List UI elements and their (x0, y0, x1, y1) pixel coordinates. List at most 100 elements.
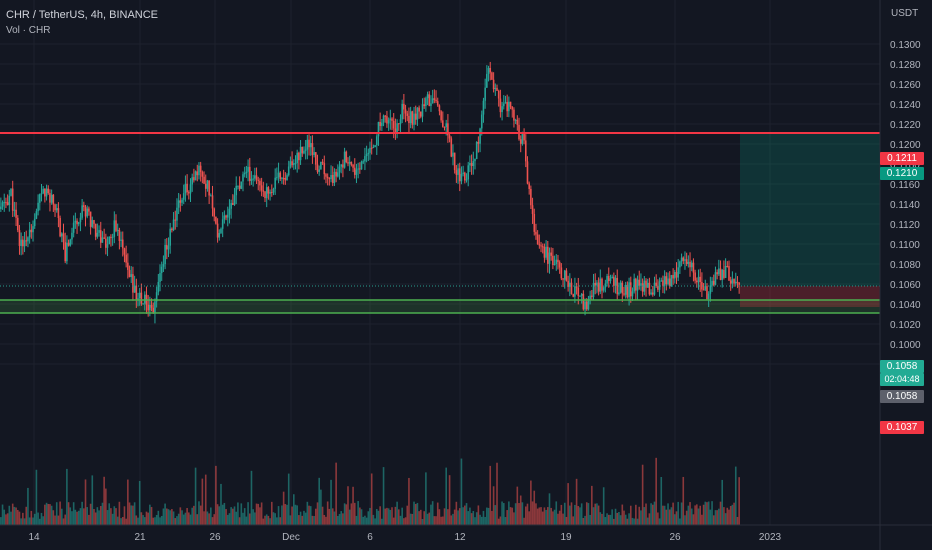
volume-bar (423, 511, 425, 525)
volume-bar (203, 511, 205, 525)
volume-bar (86, 507, 89, 525)
volume-bar (497, 518, 500, 525)
candle-body (607, 276, 610, 282)
candle-body (160, 266, 163, 274)
symbol-title[interactable]: CHR / TetherUS, 4h, BINANCE (6, 9, 159, 21)
candle-body (443, 126, 446, 128)
candle-body (464, 172, 466, 181)
candle-body (247, 166, 249, 172)
volume-bar (357, 501, 359, 525)
volume-bar (547, 507, 549, 525)
candle-body (506, 102, 508, 112)
candle-body (428, 94, 431, 106)
time-tick-label: 21 (134, 532, 146, 543)
volume-bar (33, 513, 36, 525)
volume-bar (276, 517, 278, 525)
candle-body (482, 100, 485, 115)
candle-body (557, 259, 559, 263)
volume-bar (88, 514, 90, 525)
price-tick-label: 0.1300 (890, 40, 921, 51)
candle-body (623, 293, 625, 295)
position-profit-zone[interactable] (740, 134, 880, 286)
volume-indicator-label[interactable]: Vol · CHR (6, 25, 51, 36)
volume-bar (450, 515, 453, 525)
volume-bar (428, 512, 431, 525)
volume-bar (45, 502, 48, 525)
volume-bar (528, 511, 530, 525)
candle-body (636, 279, 639, 291)
volume-bar (333, 511, 336, 525)
volume-bar (719, 501, 722, 525)
candle-body (648, 282, 651, 295)
candle-body (47, 188, 50, 194)
support-zone[interactable] (0, 300, 880, 313)
candle-body (489, 67, 492, 73)
candle-body (668, 278, 671, 287)
candle-body (255, 175, 258, 180)
candle-body (76, 220, 78, 225)
candle-body (357, 168, 359, 170)
volume-bar (140, 512, 143, 525)
candle-body (281, 177, 283, 179)
volume-bar (228, 513, 231, 525)
volume-bar (342, 513, 344, 525)
candle-body (403, 103, 405, 110)
candle-body (237, 185, 239, 187)
candle-body (521, 132, 524, 144)
volume-bar (662, 505, 664, 525)
volume-bar (379, 506, 381, 525)
candle-body (594, 282, 597, 286)
candle-body (633, 278, 635, 292)
volume-bar (426, 513, 429, 525)
candle-body (177, 200, 180, 208)
candle-body (184, 183, 187, 194)
candle-body (734, 281, 737, 284)
volume-bar (430, 504, 432, 525)
volume-bar (440, 516, 442, 525)
volume-bar (359, 507, 361, 525)
stop-price-badge: 0.1037 (880, 421, 924, 434)
candle-body (201, 172, 204, 177)
candle-body (49, 193, 51, 203)
volume-bar (243, 508, 246, 525)
candle-body (365, 154, 368, 157)
candle-body (276, 177, 278, 179)
volume-bar (311, 515, 314, 525)
volume-bar (651, 504, 654, 525)
volume-bar (306, 501, 309, 525)
volume-bar (235, 511, 238, 525)
position-loss-zone[interactable] (740, 286, 880, 307)
candle-body (292, 163, 295, 166)
volume-bar (738, 477, 740, 525)
volume-bar (679, 518, 681, 525)
volume-bar (304, 512, 307, 525)
candle-body (631, 291, 634, 297)
volume-bar (121, 517, 124, 525)
volume-bar (670, 507, 673, 525)
candle-body (260, 185, 263, 191)
volume-bar (411, 513, 414, 525)
candle-body (120, 239, 122, 241)
candle-body (458, 168, 461, 182)
candle-body (448, 135, 451, 139)
volume-bar (436, 502, 439, 525)
candle-body (77, 222, 80, 225)
candle-body (108, 236, 111, 245)
volume-bar (569, 505, 571, 525)
candle-body (619, 282, 622, 293)
candle-body (362, 161, 365, 163)
candle-body (98, 230, 100, 233)
volume-bar (650, 503, 652, 525)
candle-body (132, 274, 134, 293)
volume-bar (729, 506, 732, 525)
volume-bar (108, 503, 111, 525)
volume-bar (636, 518, 639, 525)
volume-bar (265, 514, 268, 525)
candle-body (274, 177, 276, 189)
volume-bar (565, 516, 568, 525)
volume-bar (145, 511, 148, 525)
volume-bar (372, 514, 375, 525)
candle-body (118, 229, 121, 241)
candle-body (381, 122, 383, 126)
